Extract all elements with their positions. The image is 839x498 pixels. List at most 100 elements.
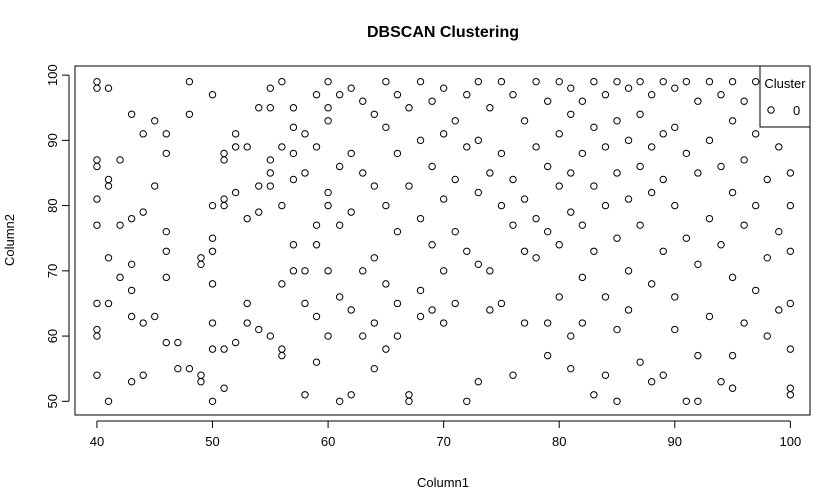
point [220,195,228,203]
point [601,371,610,379]
point [416,136,425,145]
point [104,175,113,184]
point [335,91,344,99]
point [208,280,217,288]
y-axis-label: Column2 [2,214,17,266]
point [243,299,251,308]
point [359,97,367,105]
point [786,201,795,210]
point [751,77,760,86]
point [139,371,147,379]
point [393,227,402,236]
point [127,312,136,321]
point [786,299,795,308]
point [312,221,321,229]
point [278,201,286,210]
point [671,325,679,334]
point [694,169,702,177]
point [763,332,771,340]
point [231,143,240,151]
point [497,149,506,158]
point [301,391,309,399]
point [463,247,471,255]
point [312,358,321,366]
point [428,241,436,249]
point [93,299,101,308]
point [486,169,494,177]
point [255,208,263,216]
point [382,77,390,86]
point [416,312,425,321]
point [717,91,725,99]
point [474,188,483,197]
point [93,371,101,379]
point [786,169,795,177]
point [220,384,228,392]
point [439,130,448,138]
point [567,84,575,92]
point [185,364,194,373]
point [197,254,205,262]
point [93,325,101,334]
point [301,267,309,275]
point [786,384,795,392]
point [647,91,656,99]
point [162,338,170,347]
point [197,260,205,269]
point [659,130,667,138]
point [590,247,598,255]
point [289,149,298,158]
point [208,201,217,210]
x-tick-label: 90 [668,434,682,449]
point [520,247,529,255]
point [751,201,760,210]
x-tick-label: 80 [552,434,566,449]
point [162,247,170,255]
point [393,299,402,308]
legend-title: Cluster [764,76,806,91]
point [578,97,587,105]
point [347,149,355,158]
point [347,84,355,92]
point [255,182,263,190]
point [116,156,124,164]
x-axis-label: Column1 [417,475,469,490]
point [775,306,783,314]
point [486,267,494,275]
point [370,364,379,373]
point [567,332,575,340]
point [543,97,552,105]
point [104,182,113,190]
point [694,397,702,406]
point [335,221,344,229]
point [509,91,517,99]
point [255,325,263,334]
y-tick-label: 60 [45,329,60,343]
point [705,214,714,223]
point [208,319,217,327]
point [671,293,679,301]
point [439,267,448,275]
point [567,169,575,177]
point [705,312,714,321]
point [359,332,367,340]
point [278,77,286,86]
point [243,319,251,327]
point [578,319,587,327]
point [728,77,737,86]
point [451,117,459,125]
point [162,130,170,138]
point [474,260,483,269]
point [509,221,517,229]
point [266,84,275,92]
point [705,136,714,145]
point [624,195,633,203]
point [439,319,448,327]
point [555,130,563,138]
point [231,188,240,197]
point [671,84,679,92]
point [659,175,667,184]
point [174,338,182,347]
point [104,254,113,262]
point [659,371,667,379]
